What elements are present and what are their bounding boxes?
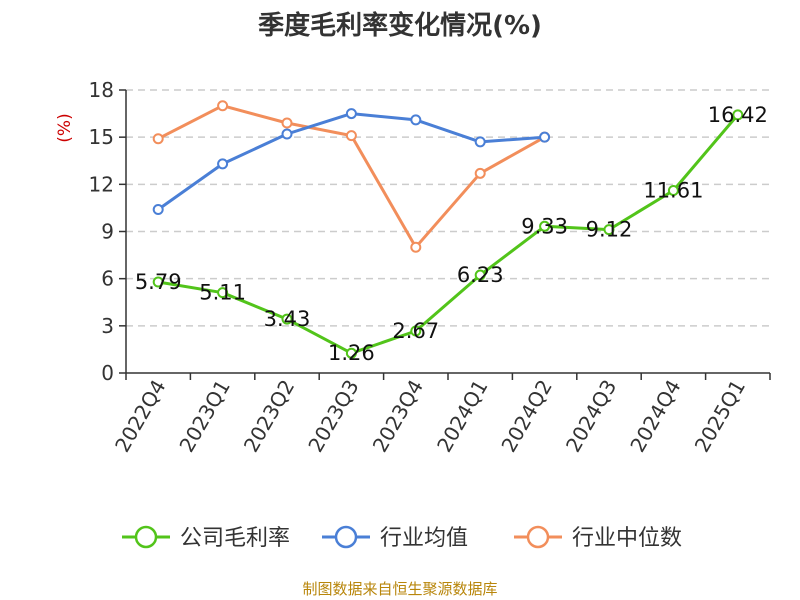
legend-label: 公司毛利率 [180,526,290,551]
x-tick-label: 2024Q2 [496,376,556,457]
series-point [539,220,551,232]
series-point [345,347,357,359]
x-tick-label: 2023Q2 [239,376,299,457]
series-line [157,112,545,211]
x-tick-label: 2024Q3 [561,376,621,457]
series-point [281,313,293,325]
legend-label: 行业中位数 [572,526,682,551]
series-line [157,104,546,249]
data-label: 1.26 [328,341,375,365]
x-tick-label: 2025Q1 [690,376,750,457]
data-label: 5.11 [199,281,246,305]
series-point [152,276,164,288]
series-point [410,325,422,337]
series-point [281,128,293,140]
series-point [217,287,229,299]
x-tick-label: 2024Q1 [432,376,492,457]
data-label: 5.79 [135,270,182,294]
series-point [345,108,357,120]
chart-title: 季度毛利率变化情况(%) [258,10,542,41]
series-point [539,131,551,143]
series-point [217,100,229,112]
x-tick-label: 2023Q4 [368,376,428,457]
series-point [732,109,744,121]
source-note: 制图数据来自恒生聚源数据库 [302,580,497,598]
y-tick-label: 3 [101,314,114,338]
series-point [474,136,486,148]
data-label: 11.61 [643,178,703,202]
data-label: 3.43 [264,307,311,331]
data-label: 9.12 [586,218,633,242]
data-label: 6.23 [457,263,504,287]
legend-marker [334,525,358,549]
series-point [474,167,486,179]
data-label: 2.67 [392,319,439,343]
x-tick-label: 2023Q3 [303,376,363,457]
y-tick-label: 0 [101,361,114,385]
legend: 公司毛利率 行业均值 行业中位数 [122,525,682,551]
series-point [410,114,422,126]
y-tick-label: 15 [89,125,114,149]
legend-label: 行业均值 [380,526,468,551]
series-point [152,133,164,145]
series-point [152,203,164,215]
x-tick-label: 2024Q4 [625,376,685,457]
y-tick-label: 18 [89,78,114,102]
series-line [157,113,739,355]
series-point [474,269,486,281]
series-layer [152,100,744,359]
data-label: 9.33 [521,214,568,238]
series-point [603,224,615,236]
y-tick-label: 6 [101,267,114,291]
series-point [345,130,357,142]
y-tick-label: 9 [101,220,114,244]
y-tick-label: 12 [89,172,114,196]
series-point [217,158,229,170]
data-labels: 5.79 5.11 3.43 1.26 2.67 6.23 9.33 9.12 11.61 16.… [135,103,768,365]
legend-marker [526,525,550,549]
y-axis-unit: (%) [55,113,75,142]
axes: 0 3 6 9 12 15 18 2022Q4 2023Q1 2023Q2 2023Q3 2023Q4… [89,78,771,457]
series-point [410,241,422,253]
x-tick-label: 2022Q4 [110,376,170,457]
data-label: 16.42 [708,103,768,127]
series-point [667,184,679,196]
legend-marker [134,525,158,549]
series-point [281,117,293,129]
x-tick-label: 2023Q1 [174,376,234,457]
